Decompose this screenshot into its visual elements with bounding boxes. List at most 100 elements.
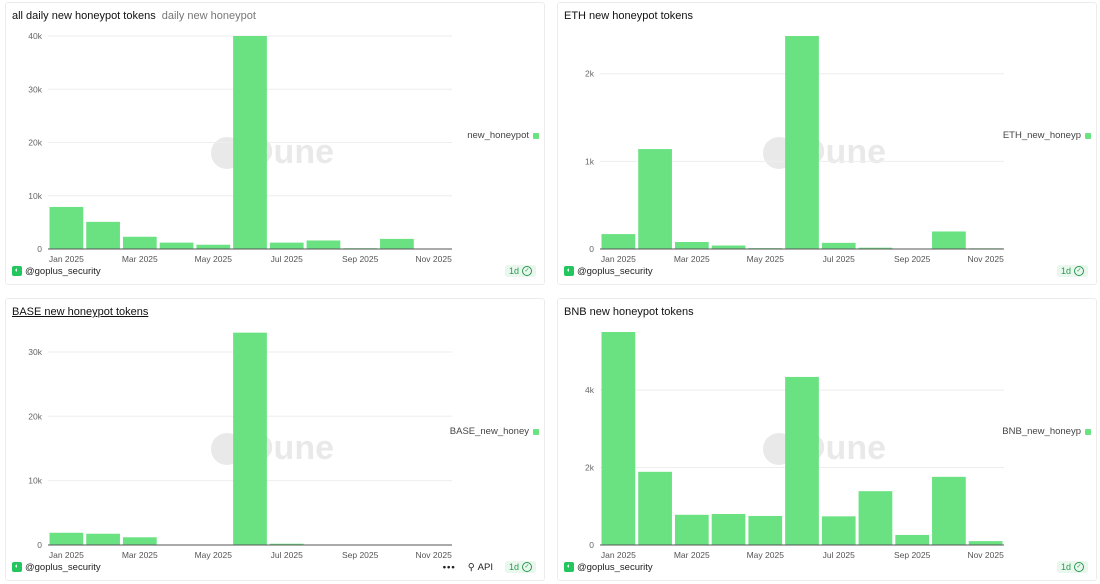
more-options-button[interactable]: ••• [442,561,456,573]
bar-jun-2025 [233,332,267,545]
chart-title[interactable]: BNB new honeypot tokens [564,306,694,318]
bar-sep-2025 [895,534,930,545]
refresh-badge[interactable]: 1d ✓ [504,561,536,573]
y-tick-label: 2k [585,69,595,79]
refresh-badge[interactable]: 1d ✓ [1056,265,1088,277]
author-avatar[interactable]: ◐ [12,562,22,572]
x-tick-label: Sep 2025 [342,254,379,264]
x-tick-label: Mar 2025 [674,550,710,560]
y-tick-label: 30k [28,347,42,357]
chart-panel-all: all daily new honeypot tokens daily new h… [5,2,545,285]
bar-jul-2025 [821,516,856,545]
refresh-badge[interactable]: 1d ✓ [504,265,536,277]
y-tick-label: 40k [28,31,42,41]
y-tick-label: 30k [28,84,42,94]
bar-mar-2025 [674,514,709,545]
legend-item[interactable]: BASE_new_honey [450,426,539,437]
chart-title[interactable]: ETH new honeypot tokens [564,10,694,22]
panel-footer: ◐ @goplus_security 1d ✓ [12,264,536,278]
chart-panel-bnb: BNB new honeypot tokens Dune 0 2k 4k Jan 20… [557,298,1097,581]
bar-chart: 0 10k 20k 30k 40k Jan 2025 Mar 2025 May 2025 Jul… [28,31,452,264]
author-link[interactable]: @goplus_security [577,265,653,277]
panel-footer: ◐ @goplus_security 1d ✓ [564,264,1088,278]
chart-panel-eth: ETH new honeypot tokens Dune 0 1k 2k Jan 20… [557,2,1097,285]
panel-footer: ◐ @goplus_security 1d ✓ [564,560,1088,574]
legend-item[interactable]: BNB_new_honeyp [1002,426,1091,437]
bar-apr-2025 [711,514,746,545]
bar-aug-2025 [858,247,893,249]
y-tick-label: 20k [28,138,42,148]
x-tick-label: Jul 2025 [271,254,303,264]
check-circle-icon: ✓ [522,562,532,572]
api-icon: ⚲ [467,561,475,573]
x-tick-label: Nov 2025 [415,550,452,560]
y-tick-label: 20k [28,411,42,421]
y-tick-label: 0 [37,244,42,254]
x-tick-label: Mar 2025 [122,550,158,560]
x-tick-label: Jan 2025 [601,550,636,560]
bar-may-2025 [748,515,783,545]
bar-jun-2025 [233,36,267,249]
bar-feb-2025 [86,533,120,545]
author-avatar[interactable]: ◐ [12,266,22,276]
bar-jan-2025 [601,332,636,545]
chart-title[interactable]: all daily new honeypot tokens daily new h… [12,10,256,22]
bar-feb-2025 [638,149,672,249]
bar-jul-2025 [269,242,304,249]
x-tick-label: May 2025 [195,550,233,560]
chart-panel-base: BASE new honeypot tokens Dune 0 10k 20k 30k… [5,298,545,581]
bar-mar-2025 [122,537,157,545]
x-tick-label: Jul 2025 [271,550,303,560]
legend-item[interactable]: new_honeypot [467,130,539,141]
chart-title[interactable]: BASE new honeypot tokens [12,306,149,318]
x-tick-label: Jan 2025 [49,550,84,560]
y-tick-label: 4k [585,385,595,395]
bar-oct-2025 [932,231,966,249]
bar-apr-2025 [711,245,746,249]
x-tick-label: Nov 2025 [967,550,1004,560]
bar-jul-2025 [821,242,856,249]
author-link[interactable]: @goplus_security [25,265,101,277]
check-circle-icon: ✓ [1074,266,1084,276]
y-tick-label: 2k [585,463,595,473]
y-tick-label: 10k [28,191,42,201]
bar-aug-2025 [306,240,341,249]
legend-swatch [1085,428,1091,435]
x-tick-label: Jan 2025 [49,254,84,264]
y-tick-label: 0 [589,244,594,254]
x-tick-label: May 2025 [747,254,785,264]
x-tick-label: Sep 2025 [342,550,379,560]
bar-oct-2025 [932,476,966,545]
author-avatar[interactable]: ◐ [564,266,574,276]
x-tick-label: Nov 2025 [967,254,1004,264]
x-tick-label: Jul 2025 [823,254,855,264]
bar-feb-2025 [86,221,120,249]
author-link[interactable]: @goplus_security [25,561,101,573]
y-tick-label: 0 [37,540,42,550]
panel-footer: ◐ @goplus_security ••• ⚲ API 1d ✓ [12,560,536,574]
x-tick-label: Nov 2025 [415,254,452,264]
bar-chart: 0 10k 20k 30k Jan 2025 Mar 2025 May 2025 Jul 20… [28,332,452,560]
x-tick-label: May 2025 [747,550,785,560]
bar-mar-2025 [122,236,157,249]
bar-jun-2025 [785,376,819,545]
refresh-badge[interactable]: 1d ✓ [1056,561,1088,573]
bar-jun-2025 [785,36,819,249]
x-tick-label: Mar 2025 [122,254,158,264]
bar-apr-2025 [159,242,194,249]
y-tick-label: 10k [28,476,42,486]
bar-mar-2025 [674,241,709,249]
legend-swatch [533,428,539,435]
bar-feb-2025 [638,471,672,545]
bar-nov-2025 [968,541,1003,545]
bar-jan-2025 [49,532,84,545]
legend-item[interactable]: ETH_new_honeyp [1003,130,1091,141]
x-tick-label: Sep 2025 [894,254,931,264]
legend-swatch [533,132,539,139]
bar-chart: 0 2k 4k Jan 2025 Mar 2025 May 2025 Jul 2025 Sep… [585,332,1004,560]
x-tick-label: May 2025 [195,254,233,264]
author-link[interactable]: @goplus_security [577,561,653,573]
api-button[interactable]: ⚲ API [467,561,493,573]
author-avatar[interactable]: ◐ [564,562,574,572]
bar-aug-2025 [858,491,893,545]
